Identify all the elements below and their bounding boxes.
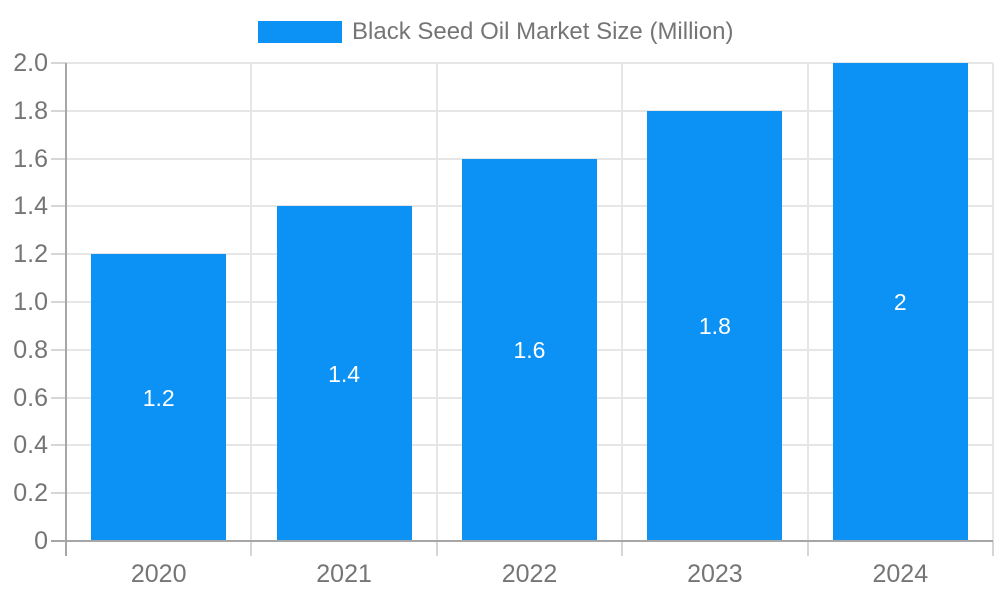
x-tick [621, 541, 624, 556]
x-tick [435, 541, 438, 556]
legend-swatch [258, 21, 342, 43]
x-gridline [806, 63, 809, 541]
y-tick [51, 396, 66, 399]
y-gridline [66, 62, 993, 64]
x-axis-label: 2020 [130, 560, 187, 588]
y-gridline [66, 109, 993, 112]
bar-2024[interactable] [832, 63, 968, 541]
legend-label: Black Seed Oil Market Size (Million) [352, 18, 734, 45]
y-tick [51, 444, 66, 447]
x-gridline [435, 63, 438, 541]
bar-value-label: 1.4 [328, 360, 361, 387]
y-tick [51, 109, 66, 112]
x-tick [806, 541, 809, 556]
y-axis-label: 2.0 [13, 49, 48, 77]
y-axis-label: 0.4 [13, 431, 48, 460]
bar-2021[interactable] [276, 206, 412, 541]
x-axis-label: 2024 [872, 560, 929, 588]
y-axis-label: 1.2 [13, 240, 48, 269]
x-gridline [992, 63, 994, 541]
bar-2022[interactable] [462, 158, 597, 541]
y-tick [51, 205, 66, 208]
y-axis-label: 0.8 [13, 335, 48, 364]
x-axis-label: 2022 [501, 560, 558, 588]
y-tick [51, 301, 66, 303]
x-gridline [621, 63, 624, 541]
chart-legend[interactable]: Black Seed Oil Market Size (Million) [258, 18, 734, 45]
y-axis-label: 0.6 [13, 383, 48, 412]
y-tick [51, 157, 66, 160]
bar-value-label: 2 [893, 289, 907, 315]
bar-value-label: 1.2 [142, 384, 175, 411]
y-tick [51, 492, 66, 495]
bar-value-label: 1.8 [698, 312, 731, 339]
bar-2023[interactable] [647, 110, 783, 541]
x-axis-label: 2021 [316, 560, 372, 588]
bar-2020[interactable] [91, 254, 227, 541]
y-axis-label: 0.2 [13, 479, 48, 508]
x-gridline [250, 63, 253, 541]
bar-value-label: 1.6 [513, 336, 546, 363]
x-tick [250, 541, 253, 556]
y-tick [51, 253, 66, 256]
x-axis-label: 2023 [687, 560, 743, 588]
y-tick [51, 62, 66, 64]
y-axis-label: 1.8 [13, 96, 48, 125]
y-axis-line [65, 63, 67, 556]
y-axis-label: 1.0 [13, 288, 48, 316]
x-tick [992, 541, 994, 556]
y-tick [51, 348, 66, 351]
y-axis-label: 1.4 [13, 192, 48, 221]
y-axis-label: 0 [34, 527, 48, 555]
x-axis-line [51, 540, 993, 542]
y-axis-label: 1.6 [13, 144, 48, 173]
